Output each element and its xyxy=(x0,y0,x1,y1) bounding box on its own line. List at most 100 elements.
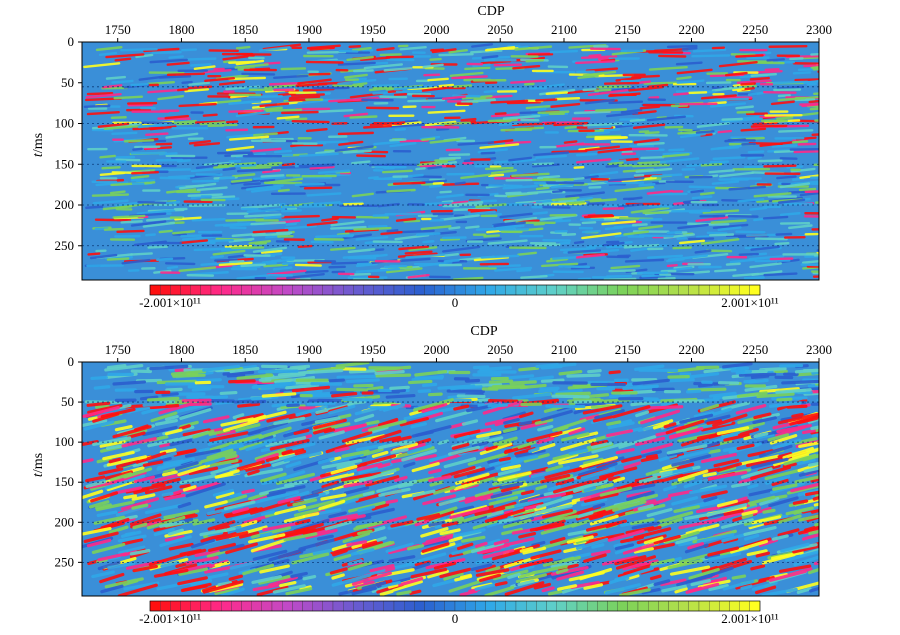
x-tick-label: 2150 xyxy=(615,342,641,357)
event-stripe xyxy=(273,416,306,426)
colorbar-swatch xyxy=(526,600,537,612)
event-stripe xyxy=(392,442,419,453)
event-stripe xyxy=(286,403,300,408)
event-stripe xyxy=(807,461,819,467)
event-stripe xyxy=(738,454,780,466)
event-stripe xyxy=(289,442,316,452)
event-stripe xyxy=(777,528,800,537)
event-stripe xyxy=(135,451,167,464)
event-stripe xyxy=(120,47,158,52)
event-stripe xyxy=(222,454,238,460)
event-stripe xyxy=(451,76,470,80)
event-stripe xyxy=(695,216,729,223)
event-stripe xyxy=(266,413,296,423)
event-stripe xyxy=(271,401,302,408)
event-stripe xyxy=(594,136,629,141)
event-stripe xyxy=(280,67,307,71)
event-stripe xyxy=(779,212,801,217)
event-stripe xyxy=(766,58,785,62)
event-stripe xyxy=(120,220,143,224)
x-tick-label: 2200 xyxy=(678,22,704,37)
event-stripe xyxy=(435,410,473,423)
x-tick-label: 2250 xyxy=(742,342,768,357)
panel-bottom: CDP t/ms 1750 1800 1850 1900 1950 2000 2050 210… xyxy=(31,324,832,626)
colorbar-swatch xyxy=(495,284,506,296)
colorbar-swatch xyxy=(210,600,222,612)
event-stripe xyxy=(797,488,819,497)
event-stripe xyxy=(576,158,612,164)
event-stripe xyxy=(367,267,400,273)
event-stripe xyxy=(638,384,659,390)
event-stripe xyxy=(791,447,819,459)
colorbar-swatch xyxy=(617,284,628,296)
event-stripe xyxy=(547,589,563,596)
event-stripe xyxy=(791,140,809,144)
event-stripe xyxy=(503,417,520,425)
event-stripe xyxy=(404,119,419,123)
event-stripe xyxy=(687,542,705,550)
event-stripe xyxy=(260,249,283,254)
event-stripe xyxy=(379,53,402,57)
event-stripe xyxy=(487,239,528,245)
event-stripe xyxy=(808,99,819,104)
event-stripe xyxy=(149,403,180,410)
x-tick-label: 1800 xyxy=(168,22,194,37)
event-stripe xyxy=(520,489,535,496)
event-stripe xyxy=(493,436,518,446)
colorbar-swatch xyxy=(546,600,557,612)
event-stripe xyxy=(265,108,303,113)
event-stripe xyxy=(371,450,389,458)
event-stripe xyxy=(376,479,418,493)
event-stripe xyxy=(508,156,533,162)
event-stripe xyxy=(814,493,819,498)
event-stripe xyxy=(415,232,441,236)
event-stripe xyxy=(260,472,287,483)
event-stripe xyxy=(232,470,246,475)
event-stripe xyxy=(709,160,730,164)
event-stripe xyxy=(165,200,181,205)
event-stripe xyxy=(798,187,817,192)
event-stripe xyxy=(459,573,472,580)
event-stripe xyxy=(130,178,145,182)
event-stripe xyxy=(488,456,517,467)
seismic-section-bottom xyxy=(81,361,820,597)
event-stripe xyxy=(594,108,628,112)
event-stripe xyxy=(510,454,539,463)
event-stripe xyxy=(399,45,427,51)
colorbar-swatch xyxy=(322,284,334,296)
event-stripe xyxy=(253,414,267,422)
event-stripe xyxy=(491,549,524,561)
event-stripe xyxy=(285,222,297,226)
event-stripe xyxy=(736,443,755,451)
event-stripe xyxy=(792,62,819,65)
event-stripe xyxy=(454,181,466,186)
event-stripe xyxy=(222,370,255,376)
event-stripe xyxy=(218,80,246,86)
event-stripe xyxy=(784,549,819,562)
event-stripe xyxy=(541,586,555,593)
event-stripe xyxy=(220,587,245,596)
event-stripe xyxy=(358,469,397,483)
colorbar-swatch xyxy=(719,600,730,612)
event-stripe xyxy=(179,408,212,420)
event-stripe xyxy=(763,164,797,168)
event-stripe xyxy=(107,122,141,129)
event-stripe xyxy=(804,190,819,194)
event-stripe xyxy=(290,371,307,376)
event-stripe xyxy=(518,366,539,372)
event-stripe xyxy=(228,574,244,581)
event-stripe xyxy=(267,161,283,166)
event-stripe xyxy=(763,272,798,277)
event-stripe xyxy=(777,412,819,425)
event-stripe xyxy=(568,571,605,582)
event-stripe xyxy=(472,365,490,370)
event-stripe xyxy=(747,155,762,160)
event-stripe xyxy=(356,462,383,472)
event-stripe xyxy=(686,389,702,394)
event-stripe xyxy=(628,85,665,92)
event-stripe xyxy=(147,245,169,249)
event-stripe xyxy=(153,527,175,537)
event-stripe xyxy=(306,401,336,406)
colorbar-min-label: -2.001×10¹¹ xyxy=(139,295,201,310)
colorbar-swatch xyxy=(587,600,598,612)
